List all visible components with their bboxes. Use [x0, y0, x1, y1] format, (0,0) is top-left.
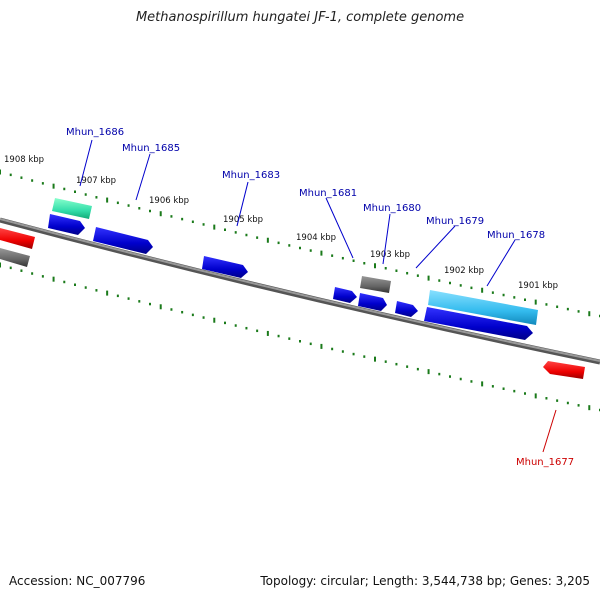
gene-label[interactable]: Mhun_1685	[122, 143, 180, 154]
ruler-label: 1905 kbp	[223, 215, 263, 225]
gene-label[interactable]: Mhun_1686	[66, 127, 124, 138]
accession-text: Accession: NC_007796	[9, 574, 146, 588]
gene-arrow[interactable]	[48, 214, 85, 235]
gene-arrow-mhun-1678-cyan[interactable]	[428, 290, 538, 325]
gene-label[interactable]: Mhun_1683	[222, 170, 280, 181]
genome-summary-text: Topology: circular; Length: 3,544,738 bp…	[260, 574, 590, 588]
gene-label[interactable]: Mhun_1678	[487, 230, 545, 241]
ruler-label: 1904 kbp	[296, 233, 336, 243]
ruler-label: 1901 kbp	[518, 281, 558, 291]
ruler-label: 1902 kbp	[444, 266, 484, 276]
ruler-label: 1907 kbp	[76, 176, 116, 186]
ruler-ticks-inner	[0, 262, 600, 412]
gene-label[interactable]: Mhun_1681	[299, 188, 357, 199]
gene-label[interactable]: Mhun_1679	[426, 216, 484, 227]
gene-arrow-mhun-1683[interactable]	[202, 256, 248, 278]
gene-labels: Mhun_1686 Mhun_1685 Mhun_1683 Mhun_1681 …	[66, 127, 574, 468]
ruler-ticks-outer	[0, 169, 600, 318]
gene-arrow-mhun-1686[interactable]	[52, 198, 92, 219]
genes	[0, 198, 585, 379]
gene-arrow-left-gray[interactable]	[0, 248, 30, 267]
label-leaders	[79, 139, 557, 453]
ruler-label: 1908 kbp	[4, 155, 44, 165]
gene-label[interactable]: Mhun_1677	[516, 457, 574, 468]
ruler-labels: 1908 kbp 1907 kbp 1906 kbp 1905 kbp 1904…	[4, 155, 558, 291]
gene-arrow-mhun-1678[interactable]	[424, 307, 533, 340]
gene-arrow-mhun-1680-a[interactable]	[360, 276, 391, 293]
ruler-label: 1906 kbp	[149, 196, 189, 206]
map-title: Methanospirillum hungatei JF-1, complete…	[135, 10, 465, 25]
gene-arrow-mhun-1681[interactable]	[333, 287, 357, 303]
gene-arrow-mhun-1677[interactable]	[543, 361, 585, 379]
gene-arrow-mhun-1680-b[interactable]	[358, 293, 387, 311]
gene-arrow-mhun-1679[interactable]	[395, 301, 418, 317]
gene-arrow-mhun-1685[interactable]	[93, 227, 153, 254]
ruler-label: 1903 kbp	[370, 250, 410, 260]
gene-arrow-left-red[interactable]	[0, 228, 35, 249]
gene-label[interactable]: Mhun_1680	[363, 203, 421, 214]
